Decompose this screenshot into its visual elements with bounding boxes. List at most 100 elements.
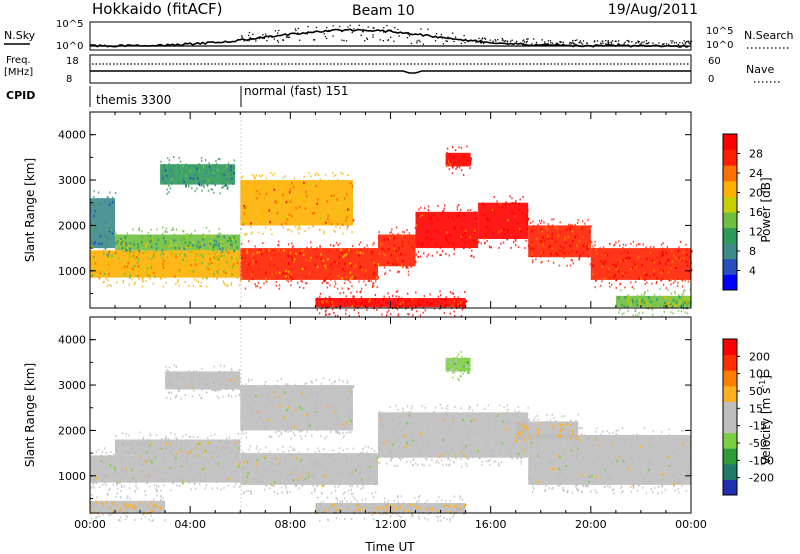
data-speckle [630, 486, 632, 488]
data-speckle [378, 300, 380, 303]
data-speckle [428, 302, 431, 305]
data-speckle [212, 274, 214, 278]
data-speckle [595, 479, 597, 482]
data-speckle [298, 226, 300, 229]
data-speckle [253, 256, 255, 260]
data-speckle [95, 225, 97, 229]
data-speckle [485, 443, 488, 446]
data-speckle [396, 506, 399, 509]
nsearch-dot [607, 41, 609, 43]
data-speckle [683, 457, 686, 461]
data-speckle [675, 266, 677, 270]
data-speckle [581, 427, 583, 430]
data-speckle [399, 518, 401, 521]
data-speckle [250, 201, 253, 205]
nsearch-dot [635, 42, 637, 44]
data-speckle [402, 230, 404, 233]
data-speckle [685, 489, 688, 492]
data-speckle [193, 448, 195, 452]
data-speckle [600, 284, 602, 287]
data-speckle [449, 160, 451, 163]
data-speckle [225, 250, 228, 253]
data-speckle [291, 198, 293, 202]
data-speckle [143, 443, 145, 446]
data-speckle [381, 441, 384, 444]
data-speckle [328, 407, 330, 411]
data-speckle [569, 244, 571, 247]
nsearch-dot [427, 28, 429, 30]
data-speckle [338, 508, 341, 512]
data-speckle [569, 264, 572, 267]
data-speckle [329, 297, 332, 300]
data-speckle [210, 255, 212, 258]
data-speckle [228, 464, 230, 468]
data-speckle [134, 257, 136, 260]
data-speckle [123, 273, 126, 276]
data-speckle [343, 426, 346, 429]
data-speckle [301, 391, 303, 395]
data-speckle [348, 431, 350, 434]
data-speckle [278, 287, 280, 290]
data-speckle [464, 229, 467, 232]
data-speckle [626, 476, 628, 479]
data-speckle [566, 491, 569, 494]
data-speckle [219, 374, 222, 378]
data-speckle [167, 157, 169, 160]
data-speckle [543, 435, 546, 439]
data-speckle [422, 511, 425, 514]
data-speckle [334, 230, 336, 233]
data-speckle [285, 487, 288, 489]
data-speckle [230, 173, 233, 176]
data-speckle [589, 230, 591, 234]
data-speckle [521, 212, 524, 215]
data-speckle [350, 250, 352, 253]
data-speckle [264, 476, 267, 479]
data-speckle [187, 244, 190, 247]
data-speckle [144, 443, 147, 446]
data-speckle [142, 513, 144, 516]
data-speckle [164, 169, 167, 172]
data-speckle [93, 510, 95, 513]
data-speckle [228, 436, 231, 439]
data-speckle [227, 251, 230, 254]
data-speckle [175, 283, 177, 286]
data-speckle [360, 487, 362, 490]
cpid-segment-1: themis 3300 [96, 93, 171, 107]
data-speckle [240, 424, 243, 428]
data-speckle [249, 386, 251, 389]
data-speckle [294, 409, 297, 412]
data-speckle [120, 484, 123, 487]
data-speckle [160, 478, 162, 481]
data-speckle [453, 216, 455, 219]
data-speckle [675, 256, 677, 259]
data-speckle [335, 459, 337, 462]
data-speckle [465, 161, 467, 165]
data-speckle [638, 312, 640, 315]
data-speckle [230, 165, 232, 168]
data-speckle [455, 456, 457, 459]
data-speckle [290, 214, 293, 218]
data-speckle [112, 502, 114, 505]
data-speckle [174, 246, 177, 250]
data-speckle [193, 474, 195, 478]
data-speckle [213, 385, 215, 388]
data-speckle [461, 226, 463, 229]
data-speckle [298, 232, 300, 235]
data-speckle [684, 279, 687, 282]
data-speckle [208, 253, 210, 255]
data-speckle [304, 396, 306, 399]
data-speckle [154, 236, 157, 239]
data-speckle [238, 382, 240, 385]
data-speckle [196, 469, 199, 472]
data-speckle [604, 253, 607, 256]
data-speckle [631, 266, 633, 270]
data-speckle [674, 280, 676, 283]
data-speckle [470, 419, 473, 423]
data-speckle [323, 460, 325, 463]
data-speckle [435, 461, 437, 464]
data-speckle [272, 469, 275, 473]
data-speckle [363, 304, 366, 307]
data-speckle [532, 485, 534, 488]
data-speckle [278, 271, 281, 274]
data-speckle [378, 510, 380, 513]
